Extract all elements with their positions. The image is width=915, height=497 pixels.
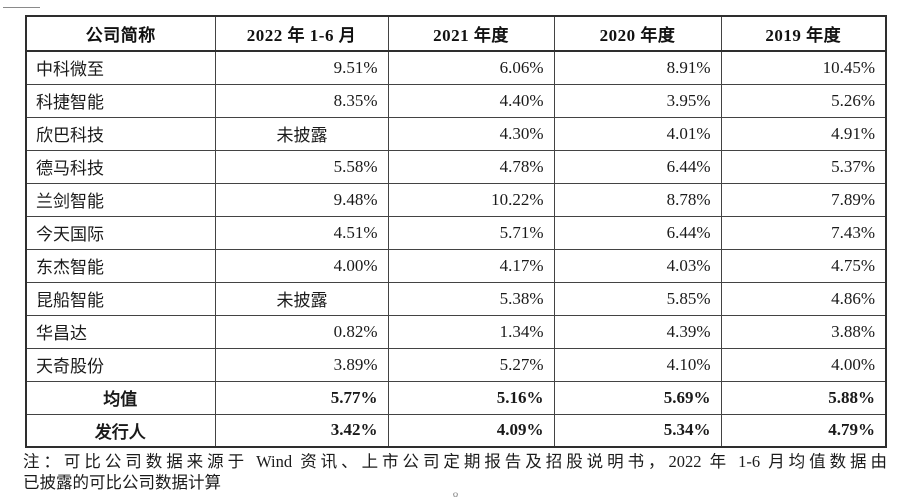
table-row: 发行人 3.42% 4.09% 5.34% 4.79% bbox=[25, 413, 887, 448]
value-cell: 4.00% bbox=[720, 347, 887, 382]
column-header: 2020 年度 bbox=[553, 15, 722, 52]
company-name-cell: 兰剑智能 bbox=[25, 182, 216, 217]
value-cell: 4.40% bbox=[387, 83, 555, 118]
value-cell: 5.88% bbox=[720, 380, 887, 415]
value-cell: 4.75% bbox=[720, 248, 887, 283]
value-cell: 10.22% bbox=[387, 182, 555, 217]
value-cell: 3.42% bbox=[214, 413, 389, 448]
footnote: 注：可比公司数据来源于 Wind 资讯、上市公司定期报告及招股说明书，2022 … bbox=[23, 451, 887, 493]
footnote-line-1: 注：可比公司数据来源于 Wind 资讯、上市公司定期报告及招股说明书，2022 … bbox=[23, 452, 887, 471]
table-row: 德马科技 5.58% 4.78% 6.44% 5.37% bbox=[25, 149, 887, 184]
page-number-fragment: 8 bbox=[449, 490, 462, 497]
value-cell: 8.78% bbox=[553, 182, 722, 217]
table-row: 中科微至 9.51% 6.06% 8.91% 10.45% bbox=[25, 50, 887, 85]
table-row: 天奇股份 3.89% 5.27% 4.10% 4.00% bbox=[25, 347, 887, 382]
value-cell: 6.44% bbox=[553, 149, 722, 184]
value-cell: 4.39% bbox=[553, 314, 722, 349]
table-row: 华昌达 0.82% 1.34% 4.39% 3.88% bbox=[25, 314, 887, 349]
value-cell: 8.91% bbox=[553, 50, 722, 85]
value-cell: 5.16% bbox=[387, 380, 555, 415]
value-cell: 10.45% bbox=[720, 50, 887, 85]
value-cell: 4.78% bbox=[387, 149, 555, 184]
value-cell: 5.85% bbox=[553, 281, 722, 316]
value-cell: 5.71% bbox=[387, 215, 555, 250]
value-cell: 4.10% bbox=[553, 347, 722, 382]
company-name-cell: 科捷智能 bbox=[25, 83, 216, 118]
value-cell: 4.01% bbox=[553, 116, 722, 151]
value-cell: 9.51% bbox=[214, 50, 389, 85]
company-name-cell: 欣巴科技 bbox=[25, 116, 216, 151]
company-name-cell: 德马科技 bbox=[25, 149, 216, 184]
value-cell: 6.06% bbox=[387, 50, 555, 85]
value-cell: 未披露 bbox=[214, 116, 389, 151]
value-cell: 4.51% bbox=[214, 215, 389, 250]
comparable-companies-table: 公司简称 2022 年 1-6 月 2021 年度 2020 年度 2019 年度 中科… bbox=[25, 15, 887, 448]
value-cell: 3.89% bbox=[214, 347, 389, 382]
divider-fragment bbox=[3, 7, 40, 8]
value-cell: 4.17% bbox=[387, 248, 555, 283]
value-cell: 4.00% bbox=[214, 248, 389, 283]
value-cell: 5.77% bbox=[214, 380, 389, 415]
value-cell: 6.44% bbox=[553, 215, 722, 250]
value-cell: 4.30% bbox=[387, 116, 555, 151]
column-header: 2021 年度 bbox=[387, 15, 555, 52]
company-name-cell: 今天国际 bbox=[25, 215, 216, 250]
company-name-cell: 发行人 bbox=[25, 413, 216, 448]
value-cell: 4.09% bbox=[387, 413, 555, 448]
header-row: 公司简称 2022 年 1-6 月 2021 年度 2020 年度 2019 年度 bbox=[25, 15, 887, 52]
column-header: 2019 年度 bbox=[720, 15, 887, 52]
company-name-cell: 华昌达 bbox=[25, 314, 216, 349]
column-header: 2022 年 1-6 月 bbox=[214, 15, 389, 52]
company-name-cell: 中科微至 bbox=[25, 50, 216, 85]
value-cell: 5.34% bbox=[553, 413, 722, 448]
value-cell: 未披露 bbox=[214, 281, 389, 316]
value-cell: 5.69% bbox=[553, 380, 722, 415]
value-cell: 8.35% bbox=[214, 83, 389, 118]
value-cell: 5.26% bbox=[720, 83, 887, 118]
table-row: 均值 5.77% 5.16% 5.69% 5.88% bbox=[25, 380, 887, 415]
value-cell: 0.82% bbox=[214, 314, 389, 349]
company-name-cell: 天奇股份 bbox=[25, 347, 216, 382]
value-cell: 7.43% bbox=[720, 215, 887, 250]
value-cell: 3.88% bbox=[720, 314, 887, 349]
value-cell: 4.79% bbox=[720, 413, 887, 448]
company-name-cell: 均值 bbox=[25, 380, 216, 415]
table-row: 东杰智能 4.00% 4.17% 4.03% 4.75% bbox=[25, 248, 887, 283]
company-name-cell: 东杰智能 bbox=[25, 248, 216, 283]
footnote-line-2: 已披露的可比公司数据计算 bbox=[23, 473, 221, 492]
value-cell: 3.95% bbox=[553, 83, 722, 118]
value-cell: 1.34% bbox=[387, 314, 555, 349]
table-row: 昆船智能 未披露 5.38% 5.85% 4.86% bbox=[25, 281, 887, 316]
table-row: 兰剑智能 9.48% 10.22% 8.78% 7.89% bbox=[25, 182, 887, 217]
column-header: 公司简称 bbox=[25, 15, 216, 52]
value-cell: 4.03% bbox=[553, 248, 722, 283]
value-cell: 4.86% bbox=[720, 281, 887, 316]
value-cell: 4.91% bbox=[720, 116, 887, 151]
value-cell: 5.38% bbox=[387, 281, 555, 316]
value-cell: 9.48% bbox=[214, 182, 389, 217]
value-cell: 5.37% bbox=[720, 149, 887, 184]
table-row: 科捷智能 8.35% 4.40% 3.95% 5.26% bbox=[25, 83, 887, 118]
value-cell: 5.58% bbox=[214, 149, 389, 184]
value-cell: 5.27% bbox=[387, 347, 555, 382]
table-body: 中科微至 9.51% 6.06% 8.91% 10.45% 科捷智能 8.35% 4.40% 3… bbox=[25, 50, 887, 448]
table-row: 今天国际 4.51% 5.71% 6.44% 7.43% bbox=[25, 215, 887, 250]
value-cell: 7.89% bbox=[720, 182, 887, 217]
table-row: 欣巴科技 未披露 4.30% 4.01% 4.91% bbox=[25, 116, 887, 151]
company-name-cell: 昆船智能 bbox=[25, 281, 216, 316]
